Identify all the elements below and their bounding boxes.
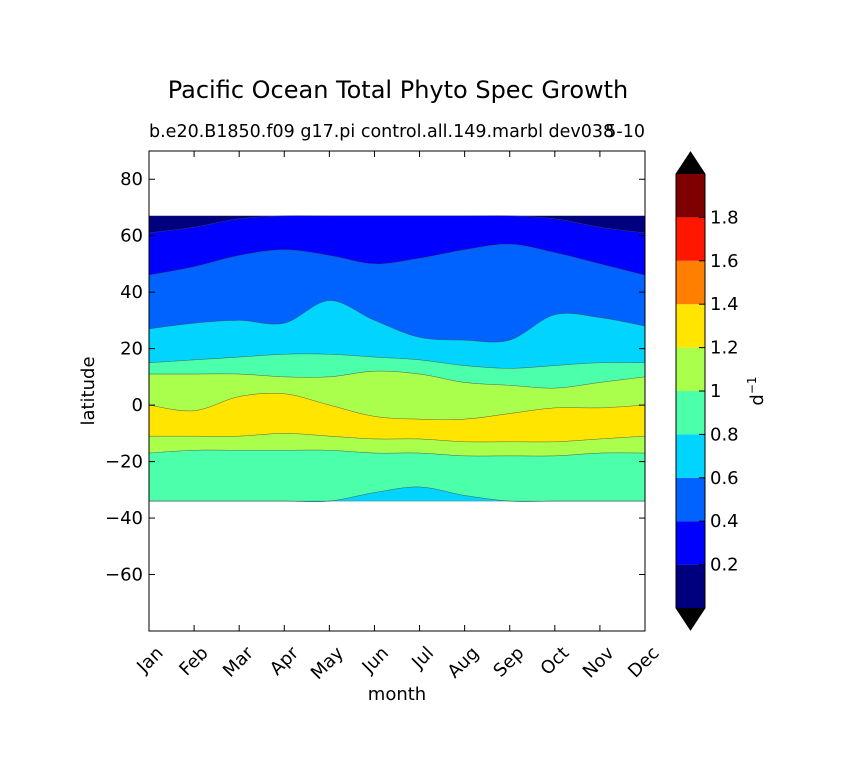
colorbar-tick-label-0: 0.2 — [710, 555, 739, 576]
colorbar-segment-7 — [676, 260, 705, 305]
x-tick-label-oct: Oct — [537, 643, 574, 680]
colorbar-segment-1 — [676, 521, 705, 565]
colorbar-segment-9 — [676, 174, 705, 218]
x-tick-label-apr: Apr — [266, 642, 303, 679]
colorbar: 0.2 0.4 0.6 0.8 1 1.2 1.4 1.6 1.8 — [675, 151, 739, 631]
colorbar-segment-2 — [676, 477, 705, 522]
colorbar-segment-5 — [676, 347, 705, 391]
colorbar-tick-label-1: 0.4 — [710, 511, 739, 532]
colorbar-segment-8 — [676, 217, 705, 261]
colorbar-tick-label-7: 1.6 — [710, 251, 739, 272]
plot-frame — [148, 150, 646, 632]
x-tick-label-mar: Mar — [219, 642, 258, 681]
colorbar-segment-3 — [676, 434, 705, 478]
x-tick-label-dec: Dec — [624, 643, 663, 682]
x-axis-label: month — [368, 684, 426, 705]
y-tick-label-20: 20 — [120, 339, 143, 360]
x-tick-label-nov: Nov — [579, 642, 619, 682]
colorbar-segment-6 — [676, 304, 705, 348]
y-tick-label-0: 0 — [132, 395, 143, 416]
y-tick-label--60: −60 — [105, 565, 143, 586]
x-tick-label-sep: Sep — [489, 643, 528, 682]
y-axis: 80 60 40 20 0 −20 −40 −60 — [105, 169, 645, 586]
y-tick-label-60: 60 — [120, 226, 143, 247]
colorbar-label-exponent: −1 — [745, 376, 759, 394]
y-tick-label-80: 80 — [120, 169, 143, 190]
chart-subtitle-right: 5-10 — [605, 122, 645, 142]
colorbar-label: d−1 — [745, 376, 768, 405]
y-tick-label-40: 40 — [120, 282, 143, 303]
colorbar-segment-0 — [676, 564, 705, 608]
colorbar-segment-4 — [676, 391, 705, 435]
colorbar-label-unit: d — [747, 394, 768, 405]
chart-subtitle-left: b.e20.B1850.f09 g17.pi control.all.149.m… — [149, 122, 614, 142]
colorbar-tick-label-3: 0.8 — [710, 424, 739, 445]
x-tick-label-jun: Jun — [358, 643, 393, 678]
x-tick-label-may: May — [307, 642, 348, 683]
colorbar-extend-max — [676, 152, 705, 174]
colorbar-tick-label-6: 1.4 — [710, 294, 739, 315]
x-tick-label-jul: Jul — [407, 643, 438, 674]
contour-bands — [148, 215, 646, 502]
colorbar-tick-label-4: 1 — [710, 381, 721, 402]
x-tick-label-aug: Aug — [444, 643, 484, 683]
colorbar-outline — [675, 151, 706, 631]
plot-area: Jan Feb Mar Apr May Jun Jul Aug Sep Oct Nov Dec 80 6… — [105, 150, 664, 684]
y-tick-label--40: −40 — [105, 508, 143, 529]
x-tick-label-feb: Feb — [175, 643, 212, 680]
contour-band-9 — [149, 486, 645, 502]
colorbar-tick-label-5: 1.2 — [710, 338, 739, 359]
y-tick-label--20: −20 — [105, 452, 143, 473]
colorbar-tick-label-8: 1.8 — [710, 207, 739, 228]
colorbar-extend-min — [676, 608, 705, 630]
colorbar-tick-label-2: 0.6 — [710, 468, 739, 489]
y-axis-label: latitude — [78, 356, 99, 425]
x-tick-label-jan: Jan — [132, 643, 167, 678]
chart-title: Pacific Ocean Total Phyto Spec Growth — [168, 76, 629, 104]
